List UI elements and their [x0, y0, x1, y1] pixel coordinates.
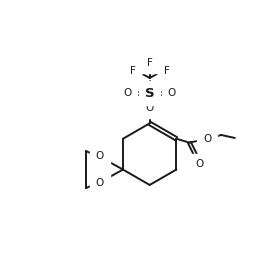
Text: O: O [96, 151, 104, 161]
Text: F: F [164, 66, 169, 76]
Text: O: O [195, 159, 204, 169]
Text: F: F [130, 66, 136, 76]
Text: F: F [147, 58, 153, 68]
Text: O: O [96, 179, 104, 188]
Text: O: O [123, 88, 131, 98]
Text: S: S [145, 87, 155, 100]
Text: O: O [146, 103, 154, 113]
Text: O: O [203, 134, 211, 144]
Text: O: O [168, 88, 176, 98]
